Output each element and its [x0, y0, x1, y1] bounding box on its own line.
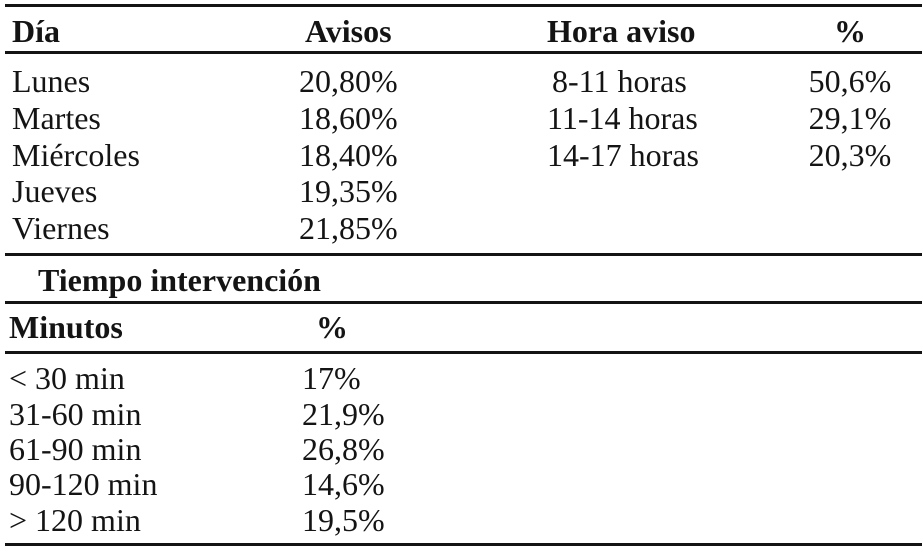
hora-cell: 14-17 horas [547, 137, 699, 173]
column-header-percent: % [316, 309, 348, 345]
percent-cell: 21,9% [302, 396, 385, 432]
percent-cell: 20,3% [808, 137, 892, 173]
table-row: 61-90 min 26,8% [0, 430, 923, 468]
section-title-tiempo-intervencion: Tiempo intervención [38, 262, 321, 298]
hora-cell: 8-11 horas [552, 63, 687, 99]
table-bottom-rule [5, 543, 922, 546]
avisos-cell: 19,35% [299, 173, 398, 209]
table-row: 31-60 min 21,9% [0, 395, 923, 433]
column-header-hora-aviso: Hora aviso [547, 13, 696, 49]
column-header-avisos: Avisos [305, 13, 392, 49]
column-header-dia: Día [12, 13, 60, 49]
header-rule [5, 51, 922, 54]
table-top-rule [5, 4, 922, 7]
table-row: 90-120 min 14,6% [0, 465, 923, 503]
percent-cell: 26,8% [302, 431, 385, 467]
table-row: < 30 min 17% [0, 359, 923, 397]
avisos-cell: 21,85% [299, 210, 398, 246]
percent-cell: 17% [302, 360, 361, 396]
minutos-cell: < 30 min [9, 360, 125, 396]
table-row: Viernes 21,85% [0, 209, 923, 247]
avisos-table-header-row: Día Avisos Hora aviso % [0, 12, 923, 50]
percent-cell: 19,5% [302, 502, 385, 538]
dia-cell: Miércoles [12, 137, 140, 173]
percent-cell: 14,6% [302, 466, 385, 502]
dia-cell: Viernes [12, 210, 110, 246]
section-bottom-rule [5, 301, 922, 304]
dia-cell: Jueves [12, 173, 98, 209]
header-rule [5, 351, 922, 354]
minutos-cell: 61-90 min [9, 431, 142, 467]
column-header-minutos: Minutos [9, 309, 123, 345]
minutos-table-header-row: Minutos % [0, 308, 923, 346]
dia-cell: Lunes [12, 63, 91, 99]
column-header-percent: % [834, 13, 866, 49]
percent-cell: 50,6% [808, 63, 892, 99]
table-row: Jueves 19,35% [0, 172, 923, 210]
minutos-cell: 90-120 min [9, 466, 158, 502]
section-top-rule [5, 253, 922, 256]
table-row: Lunes 20,80% 8-11 horas 50,6% [0, 62, 923, 100]
hora-cell: 11-14 horas [547, 100, 698, 136]
minutos-cell: > 120 min [9, 502, 141, 538]
dia-cell: Martes [12, 100, 101, 136]
minutos-cell: 31-60 min [9, 396, 142, 432]
table-row: Martes 18,60% 11-14 horas 29,1% [0, 99, 923, 137]
percent-cell: 29,1% [808, 100, 892, 136]
avisos-cell: 18,60% [299, 100, 398, 136]
table-row: Miércoles 18,40% 14-17 horas 20,3% [0, 136, 923, 174]
table-row: > 120 min 19,5% [0, 501, 923, 539]
avisos-cell: 18,40% [299, 137, 398, 173]
avisos-cell: 20,80% [299, 63, 398, 99]
